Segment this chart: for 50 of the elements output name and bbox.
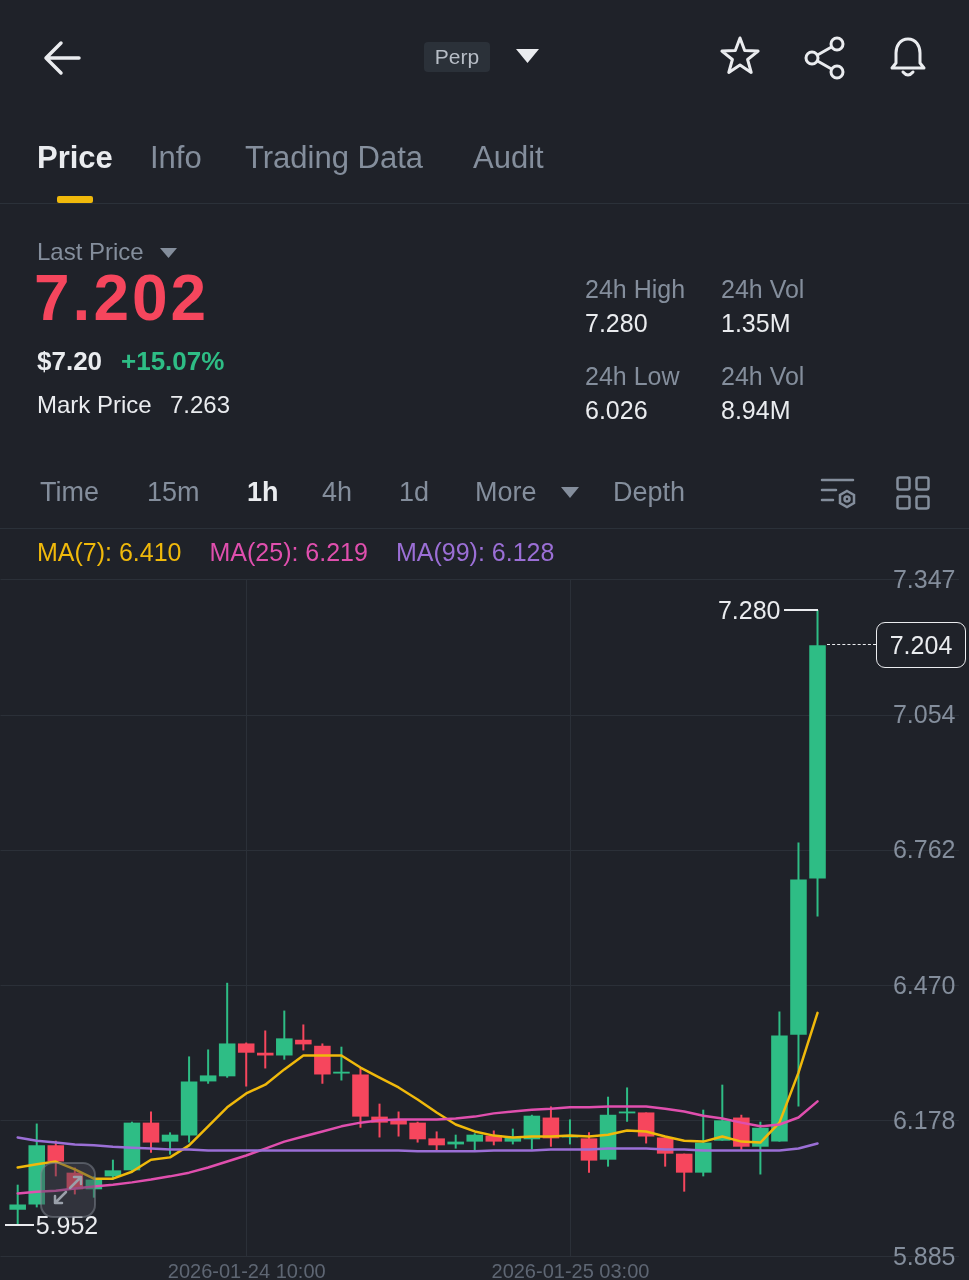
candlestick xyxy=(161,1131,179,1156)
candlestick xyxy=(237,1041,255,1088)
y-tick-label: 6.178 xyxy=(892,1105,956,1134)
candlestick xyxy=(199,1048,217,1085)
candlestick xyxy=(675,1152,693,1193)
text: 1d xyxy=(399,477,430,509)
text: 1h xyxy=(247,477,279,509)
candlestick xyxy=(428,1130,445,1152)
text: 24h Vol xyxy=(721,274,805,304)
text: 6.026 xyxy=(585,395,648,425)
annotation: 5.952 xyxy=(35,1210,99,1240)
text: Info xyxy=(150,140,202,176)
y-tick-label: 6.470 xyxy=(892,970,956,999)
text: 8.94M xyxy=(721,395,791,425)
text: MA(7): 6.410 xyxy=(37,537,182,567)
text: MA(25): 6.219 xyxy=(209,537,368,567)
x-tick-label: 2026-01-24 10:00 xyxy=(167,1259,326,1280)
text: MA(99): 6.128 xyxy=(395,537,555,567)
candlestick xyxy=(142,1110,160,1154)
y-tick-label: 6.762 xyxy=(892,835,956,864)
text: 15m xyxy=(147,477,200,509)
y-tick-label: 5.885 xyxy=(892,1241,956,1270)
text: Mark Price xyxy=(37,391,152,419)
text: 7.263 xyxy=(170,391,231,419)
badge: Perp xyxy=(424,42,490,72)
text: Time xyxy=(40,477,99,509)
x-tick-label: 2026-01-25 03:00 xyxy=(491,1259,650,1280)
y-tick-label: 7.347 xyxy=(892,564,956,593)
candlestick xyxy=(409,1120,426,1144)
candlestick xyxy=(9,1183,26,1226)
y-tick-label: 7.054 xyxy=(892,700,956,729)
text: 24h Low xyxy=(585,361,680,391)
text: +15.07% xyxy=(121,346,225,377)
text: 4h xyxy=(322,477,353,509)
text: Depth xyxy=(613,477,686,509)
line-series xyxy=(16,1100,819,1195)
price-tag: 7.204 xyxy=(876,622,966,669)
annotation: 7.204 xyxy=(889,630,953,660)
candlestick xyxy=(276,1009,293,1061)
text: 7.280 xyxy=(585,308,648,338)
text: 1.35M xyxy=(721,308,791,338)
text: 24h Vol xyxy=(721,361,805,391)
text: More xyxy=(475,477,537,509)
text: Trading Data xyxy=(245,140,424,176)
text: Audit xyxy=(473,140,544,176)
candlestick xyxy=(333,1045,350,1082)
annotation: 7.280 xyxy=(717,595,781,625)
text: $7.20 xyxy=(37,346,103,377)
text: 24h High xyxy=(585,274,686,304)
text: Price xyxy=(37,140,113,176)
